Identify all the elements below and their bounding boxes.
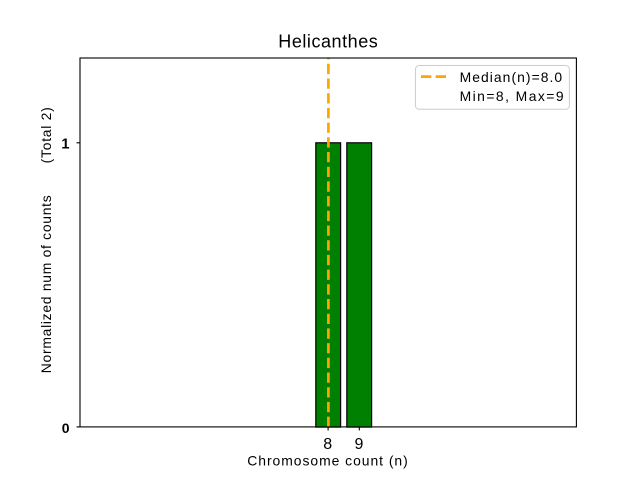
svg-text:Normalized num of counts: Normalized num of counts — [38, 195, 54, 374]
svg-text:8: 8 — [323, 436, 332, 453]
svg-text:9: 9 — [354, 436, 363, 453]
svg-text:0: 0 — [62, 420, 70, 436]
svg-text:Helicanthes: Helicanthes — [278, 32, 378, 52]
svg-text:(Total 2): (Total 2) — [38, 106, 54, 163]
svg-text:Chromosome count (n): Chromosome count (n) — [247, 453, 408, 469]
svg-text:Median(n)=8.0: Median(n)=8.0 — [460, 69, 564, 85]
svg-text:1: 1 — [61, 136, 69, 152]
svg-text:Min=8, Max=9: Min=8, Max=9 — [460, 88, 565, 104]
